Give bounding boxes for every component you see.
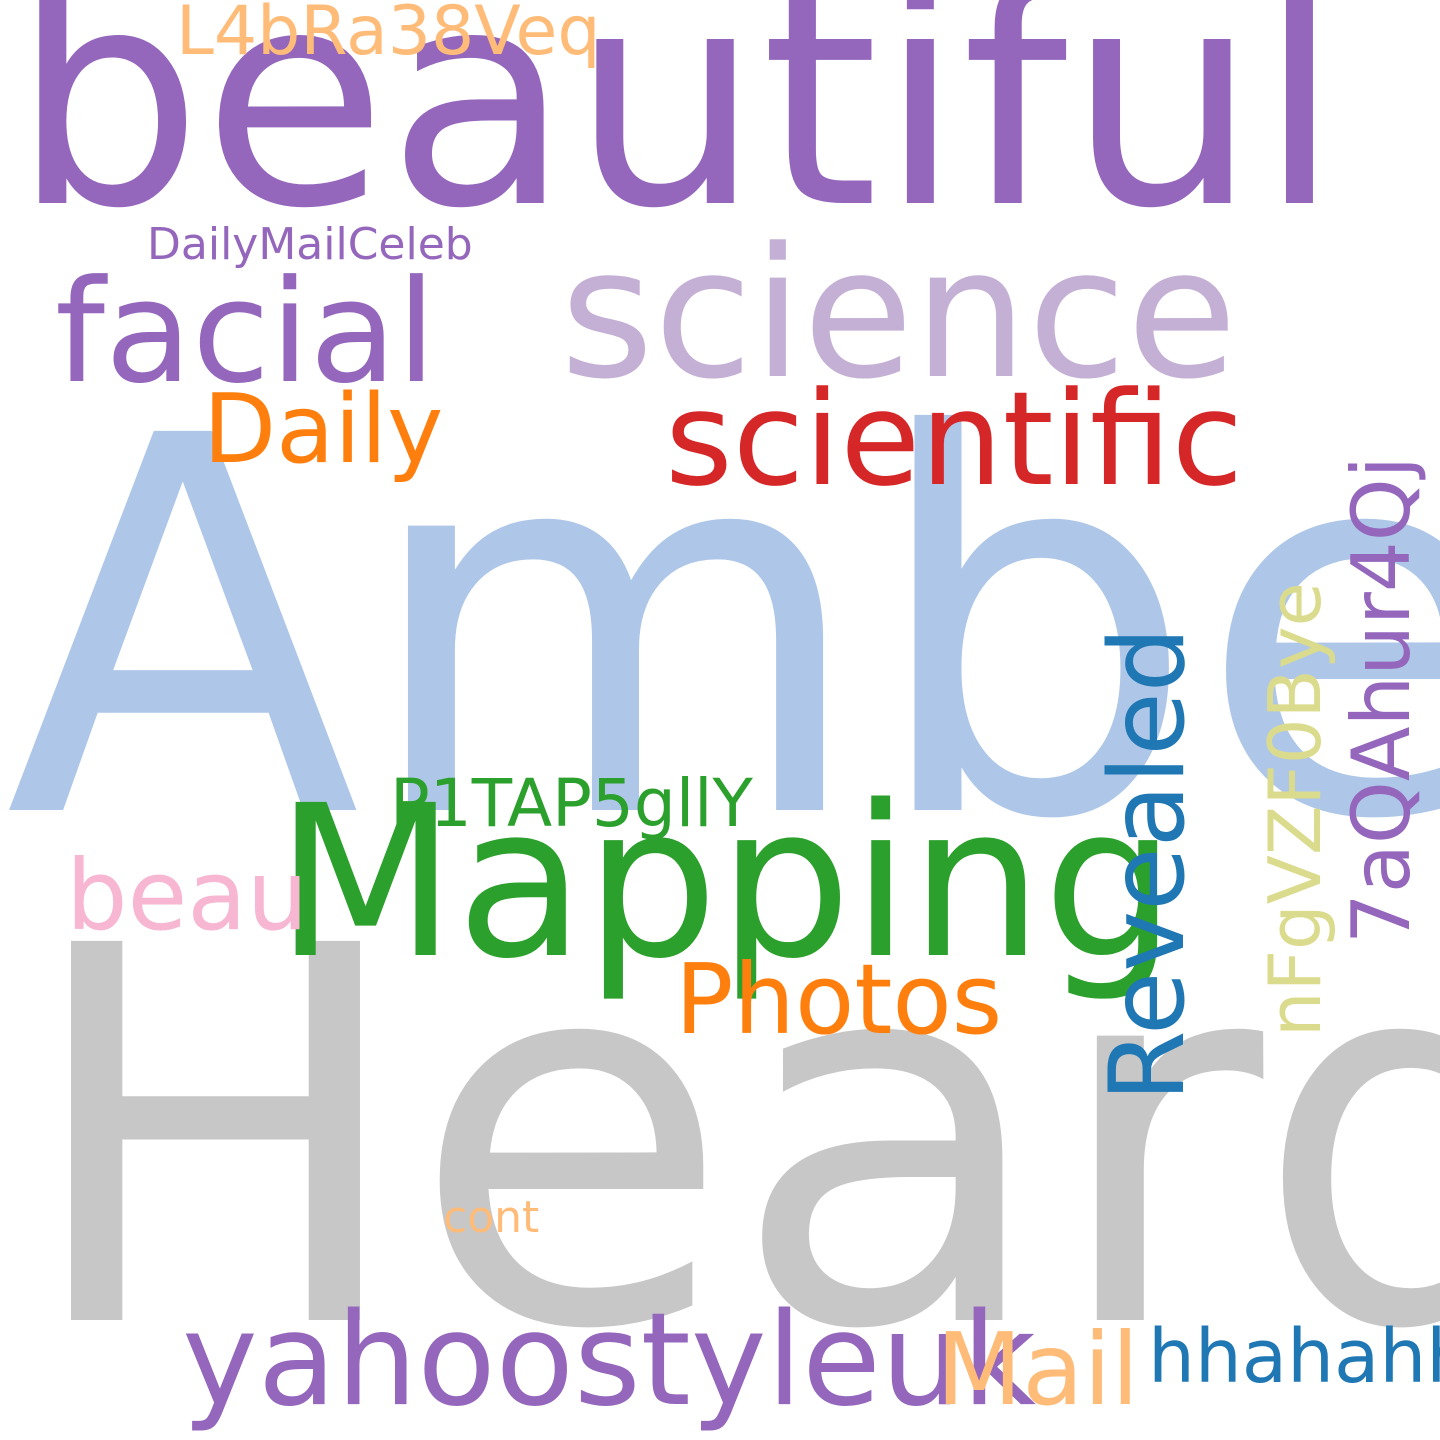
word-l4bra38veq: L4bRa38Veq bbox=[176, 0, 601, 71]
word-nfgvzf0bye: nFgVZF0Bye bbox=[1253, 582, 1337, 1037]
word-heard: Heard bbox=[20, 837, 1440, 1440]
word-photos: Photos bbox=[675, 943, 1003, 1056]
word-mail: Mail bbox=[936, 1311, 1140, 1428]
word-amber: Amber bbox=[5, 327, 1440, 933]
word-beau: beau bbox=[66, 839, 309, 952]
word-beautiful: beautiful bbox=[12, 0, 1342, 274]
word-scientific: scientific bbox=[665, 363, 1244, 515]
word-dailymailceleb: DailyMailCeleb bbox=[147, 219, 473, 270]
word-daily: Daily bbox=[203, 375, 444, 485]
word-mapping: Mapping bbox=[275, 760, 1177, 1005]
word-hhahahh: hhahahh bbox=[1148, 1314, 1440, 1400]
word-revealed: Revealed bbox=[1088, 626, 1208, 1102]
word-facial: facial bbox=[55, 250, 437, 415]
word-p1tap5glly: P1TAP5gllY bbox=[390, 765, 753, 842]
word-7aqahur4qj: 7aQAhur4Qj bbox=[1335, 455, 1428, 944]
word-cont: cont bbox=[443, 1192, 540, 1243]
word-yahoostyleuk: yahoostyleuk bbox=[182, 1286, 1037, 1435]
word-science: science bbox=[560, 210, 1238, 419]
